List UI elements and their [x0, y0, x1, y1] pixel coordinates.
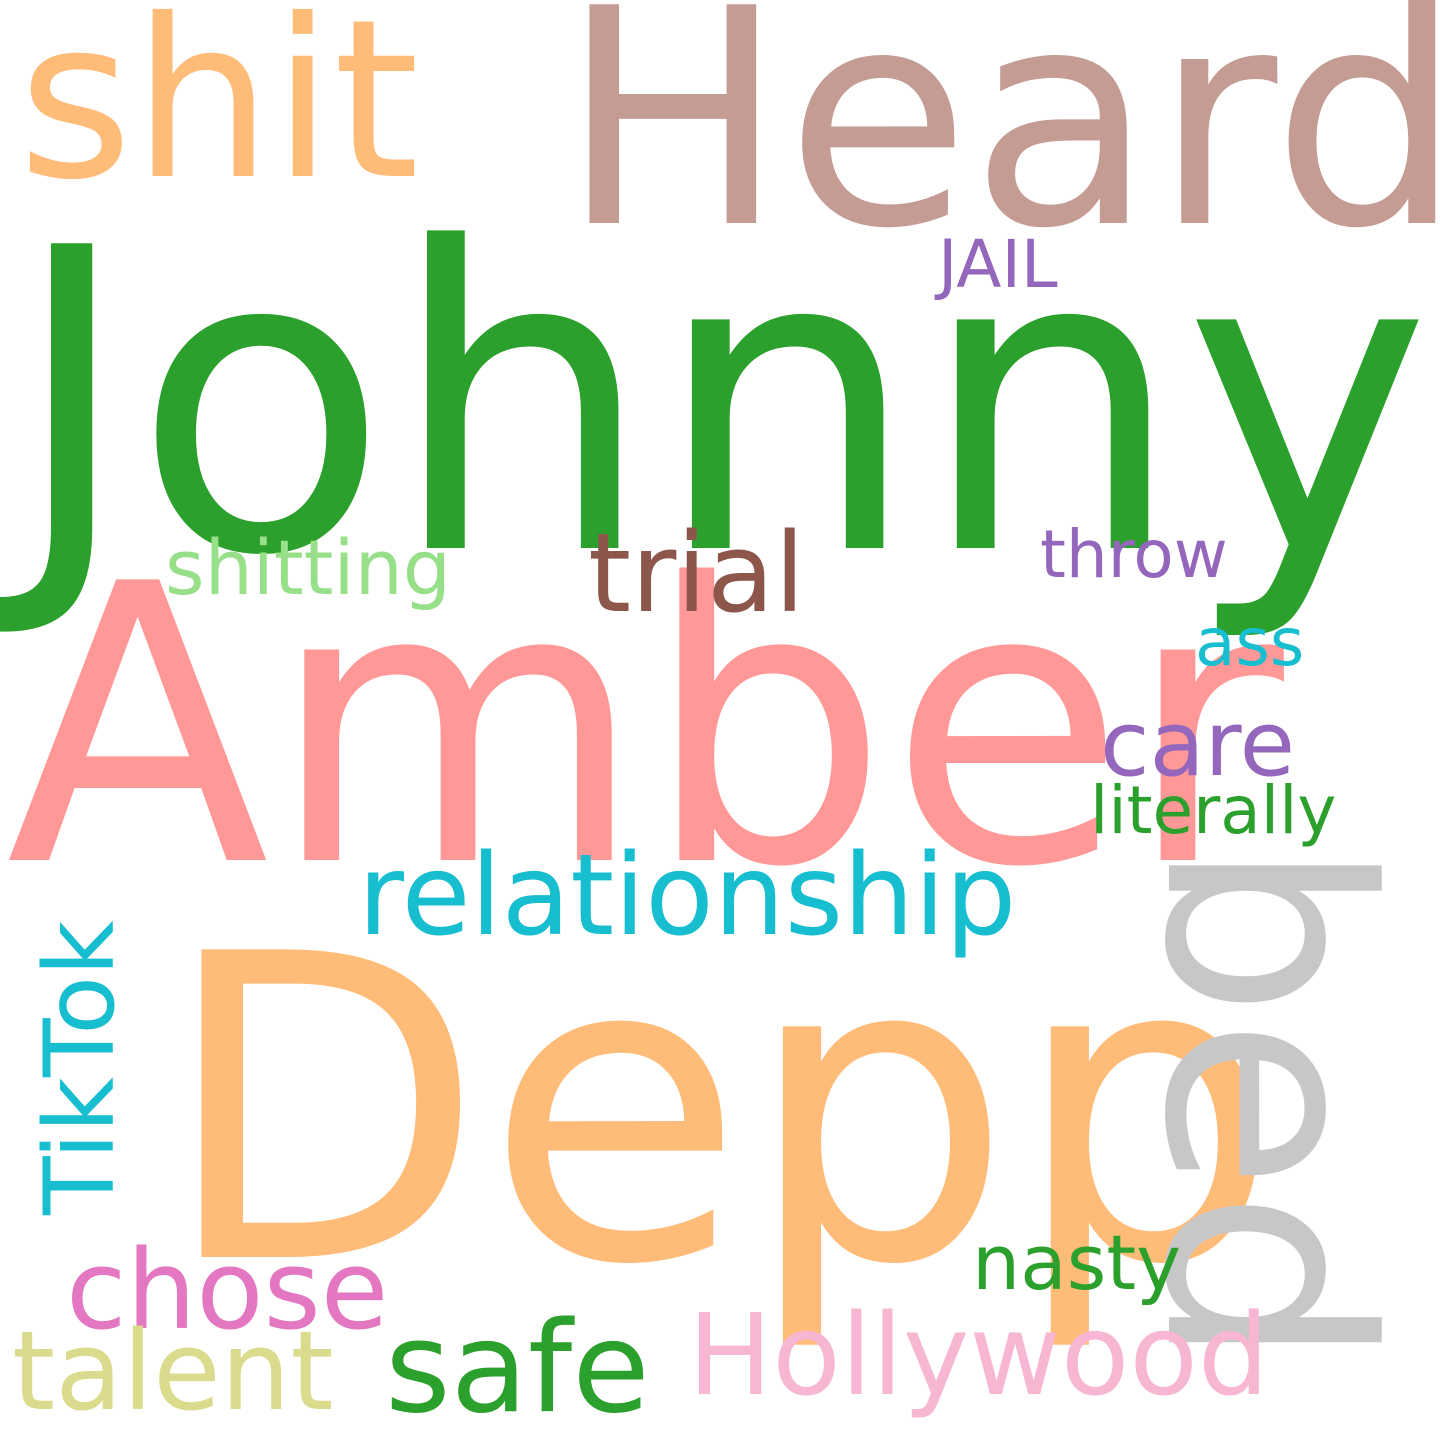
word-care: care — [1100, 692, 1296, 797]
word-heard: Heard — [560, 0, 1440, 294]
word-chose: chose — [66, 1226, 389, 1354]
word-safe: safe — [385, 1294, 650, 1440]
word-depp: Depp — [160, 865, 1281, 1357]
word-shitting: shitting — [165, 523, 452, 612]
word-johnny: Johnny — [10, 160, 1432, 647]
word-literally: literally — [1090, 772, 1337, 849]
word-amber: Amber — [6, 503, 1284, 951]
word-trial: trial — [588, 509, 805, 637]
word-nasty: nasty — [972, 1218, 1182, 1307]
word-tiktok: TikTok — [24, 920, 136, 1215]
word-relationship: relationship — [358, 831, 1017, 961]
word-hollywood: Hollywood — [688, 1291, 1269, 1421]
word-ass: ass — [1195, 604, 1305, 681]
word-throw: throw — [1040, 516, 1228, 593]
word-jail: JAIL — [938, 226, 1058, 303]
word-talent: talent — [12, 1307, 334, 1435]
word-shit: shit — [18, 0, 420, 228]
